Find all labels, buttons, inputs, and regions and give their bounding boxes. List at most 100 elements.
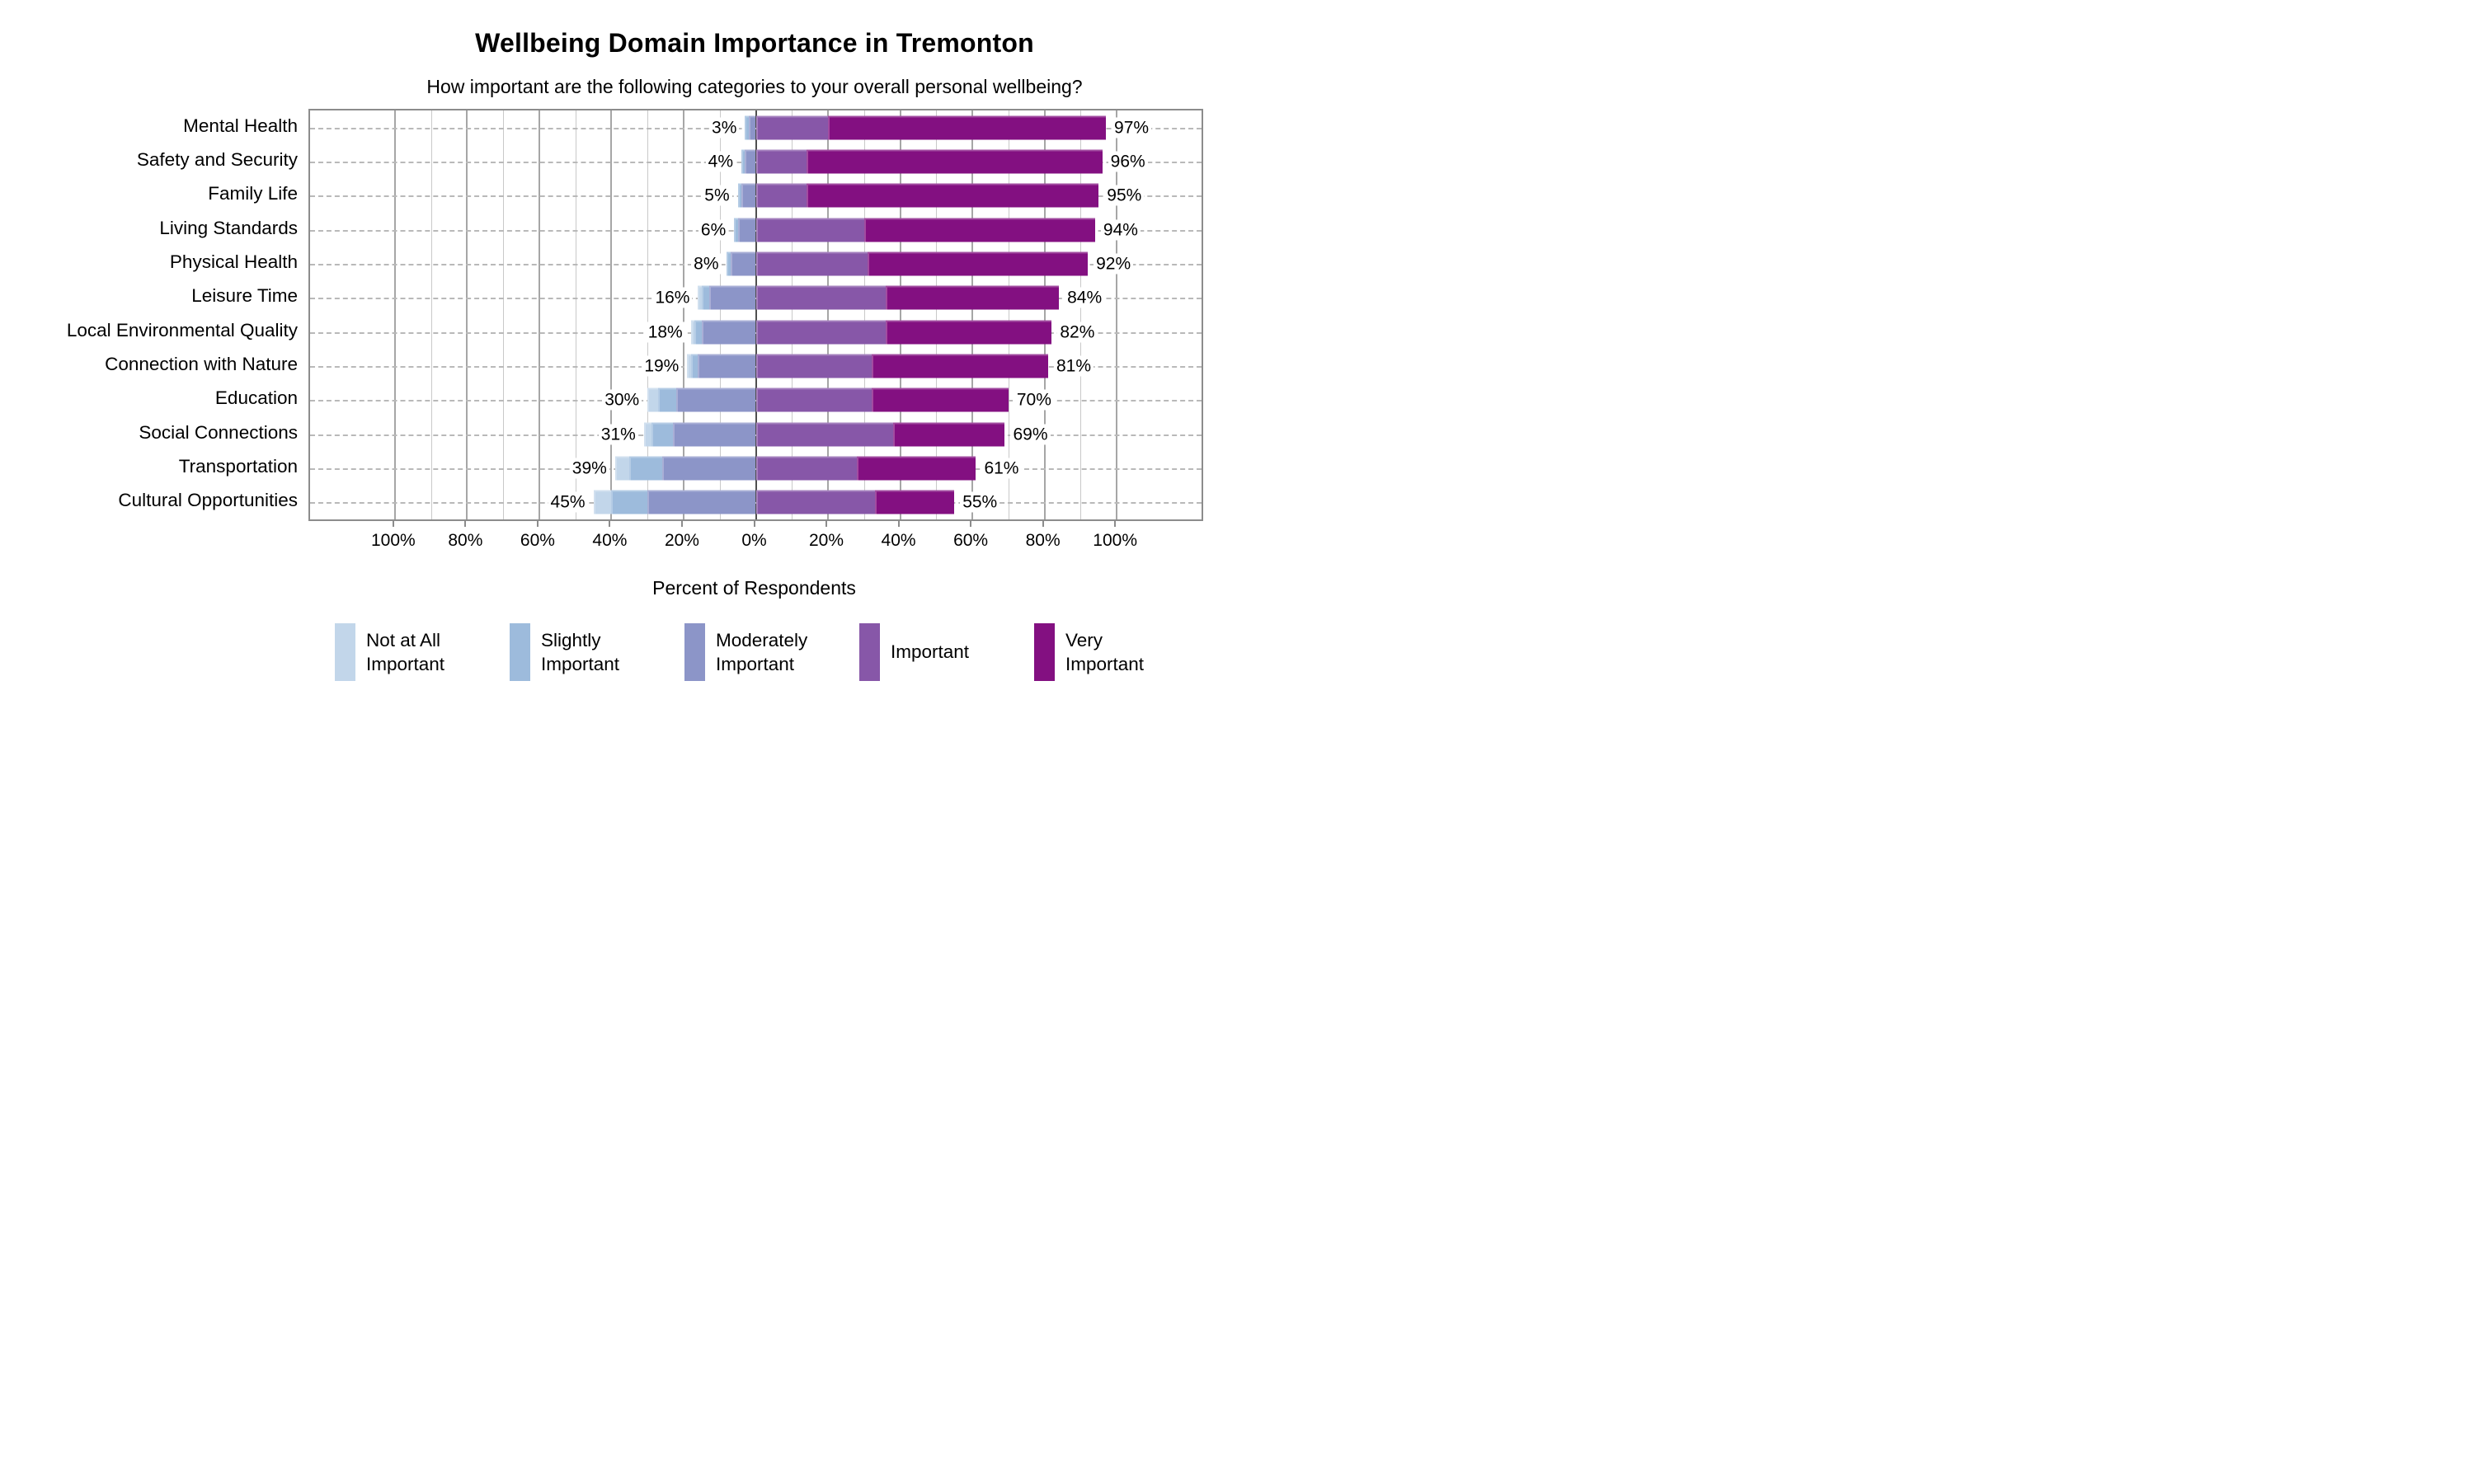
bar-segment-important [755,320,887,345]
bar-segment-slightly-important [658,387,677,412]
bar-segment-very-important [886,285,1060,310]
bar-segment-very-important [806,183,1099,208]
vertical-gridline [610,110,613,519]
bar-segment-slightly-important [727,251,731,276]
bar-row: 39% 61% [310,451,1202,485]
x-tick-mark [825,519,828,527]
bar-segment-slightly-important [745,115,749,140]
category-axis: Mental Health Safety and Security Family L… [0,109,300,518]
legend-swatch [1034,623,1055,681]
vertical-gridline [538,110,540,519]
x-tick-label: 80% [1025,531,1061,550]
vertical-gridline [466,110,468,519]
bar-row: 30% 70% [310,383,1202,417]
vertical-gridline [1043,110,1046,519]
category-label: Transportation [178,456,298,477]
bar-segment-moderately-important [676,387,756,412]
category-label: Safety and Security [136,149,298,170]
x-tick-mark [970,519,972,527]
vertical-gridline [899,110,901,519]
bar-segment-moderately-important [647,490,756,514]
bar-segment-slightly-important [737,183,741,208]
legend-item: Important [859,623,999,681]
bar-row: 5% 95% [310,179,1202,213]
bar-segment-not-at-all-important [698,285,702,310]
bar-row: 19% 81% [310,349,1202,383]
bar-segment-moderately-important [661,456,756,481]
right-total-label: 97% [1112,117,1152,139]
bar-segment-slightly-important [694,320,702,345]
x-tick-label: 40% [592,531,628,550]
left-total-label: 30% [602,389,642,411]
bar-segment-slightly-important [701,285,709,310]
vertical-gridline [863,110,865,519]
left-total-label: 31% [598,424,638,445]
bar-segment-very-important [857,456,976,481]
left-total-label: 4% [705,151,736,172]
legend-swatch [510,623,530,681]
x-tick-label: 0% [741,531,767,550]
x-axis: 100% 80% 60% 40% 20% 0% 20% 40% 60% 80% 100% [308,519,1200,569]
vertical-gridline [719,110,721,519]
bar-segment-important [755,183,807,208]
left-total-label: 8% [691,253,722,275]
bar-segment-moderately-important [701,320,756,345]
x-tick-label: 100% [1093,531,1137,550]
vertical-gridline [827,110,830,519]
legend-item: Slightly Important [510,623,650,681]
right-total-label: 70% [1014,389,1054,411]
bar-row: 6% 94% [310,213,1202,247]
bar-row: 4% 96% [310,144,1202,178]
vertical-gridline [430,110,432,519]
bar-segment-slightly-important [629,456,662,481]
legend: Not at All Important Slightly Important Mo… [308,623,1201,681]
x-tick-mark [609,519,611,527]
left-total-label: 6% [698,219,729,241]
bar-segment-not-at-all-important [643,422,651,447]
right-total-label: 81% [1053,355,1094,377]
bar-segment-not-at-all-important [690,320,695,345]
bar-segment-not-at-all-important [593,490,612,514]
bar-segment-important [755,251,868,276]
x-tick-mark [897,519,900,527]
bar-segment-not-at-all-important [647,387,659,412]
legend-label: Very Important [1065,629,1145,674]
right-total-label: 92% [1094,253,1134,275]
bar-segment-not-at-all-important [614,456,630,481]
legend-label: Not at All Important [366,629,445,674]
bar-segment-important [755,218,864,242]
category-label: Family Life [208,183,298,204]
bar-segment-very-important [871,387,1009,412]
vertical-gridline [792,110,793,519]
right-total-label: 96% [1108,151,1148,172]
legend-label: Moderately Important [716,629,808,674]
category-label: Connection with Nature [105,354,298,374]
x-tick-mark [464,519,467,527]
legend-label: Important [891,641,970,663]
bar-segment-important [755,456,858,481]
legend-item: Moderately Important [684,623,825,681]
vertical-gridline [1116,110,1118,519]
x-tick-mark [1042,519,1044,527]
legend-swatch [684,623,705,681]
plot-area: 3% 97% 4% 96% 5% 95% 6% 94% 8% 92% 16% 84% 18% 82% 19%… [308,109,1203,521]
category-label: Social Connections [139,421,298,443]
x-tick-label: 20% [809,531,844,550]
legend-label: Slightly Important [541,629,620,674]
right-total-label: 55% [960,491,1000,513]
left-total-label: 18% [645,322,685,343]
chart-figure: Wellbeing Domain Importance in Tremonton… [0,0,1237,742]
x-tick-label: 80% [448,531,483,550]
vertical-gridline [1080,110,1082,519]
bar-segment-slightly-important [734,218,738,242]
bar-row: 45% 55% [310,486,1202,519]
bar-segment-important [755,490,875,514]
bar-segment-slightly-important [690,354,698,378]
bar-segment-very-important [892,422,1005,447]
x-tick-label: 40% [881,531,916,550]
bar-segment-very-important [868,251,1089,276]
zero-gridline [755,110,757,519]
x-tick-mark [680,519,683,527]
bar-segment-not-at-all-important [687,354,691,378]
legend-item: Very Important [1034,623,1174,681]
